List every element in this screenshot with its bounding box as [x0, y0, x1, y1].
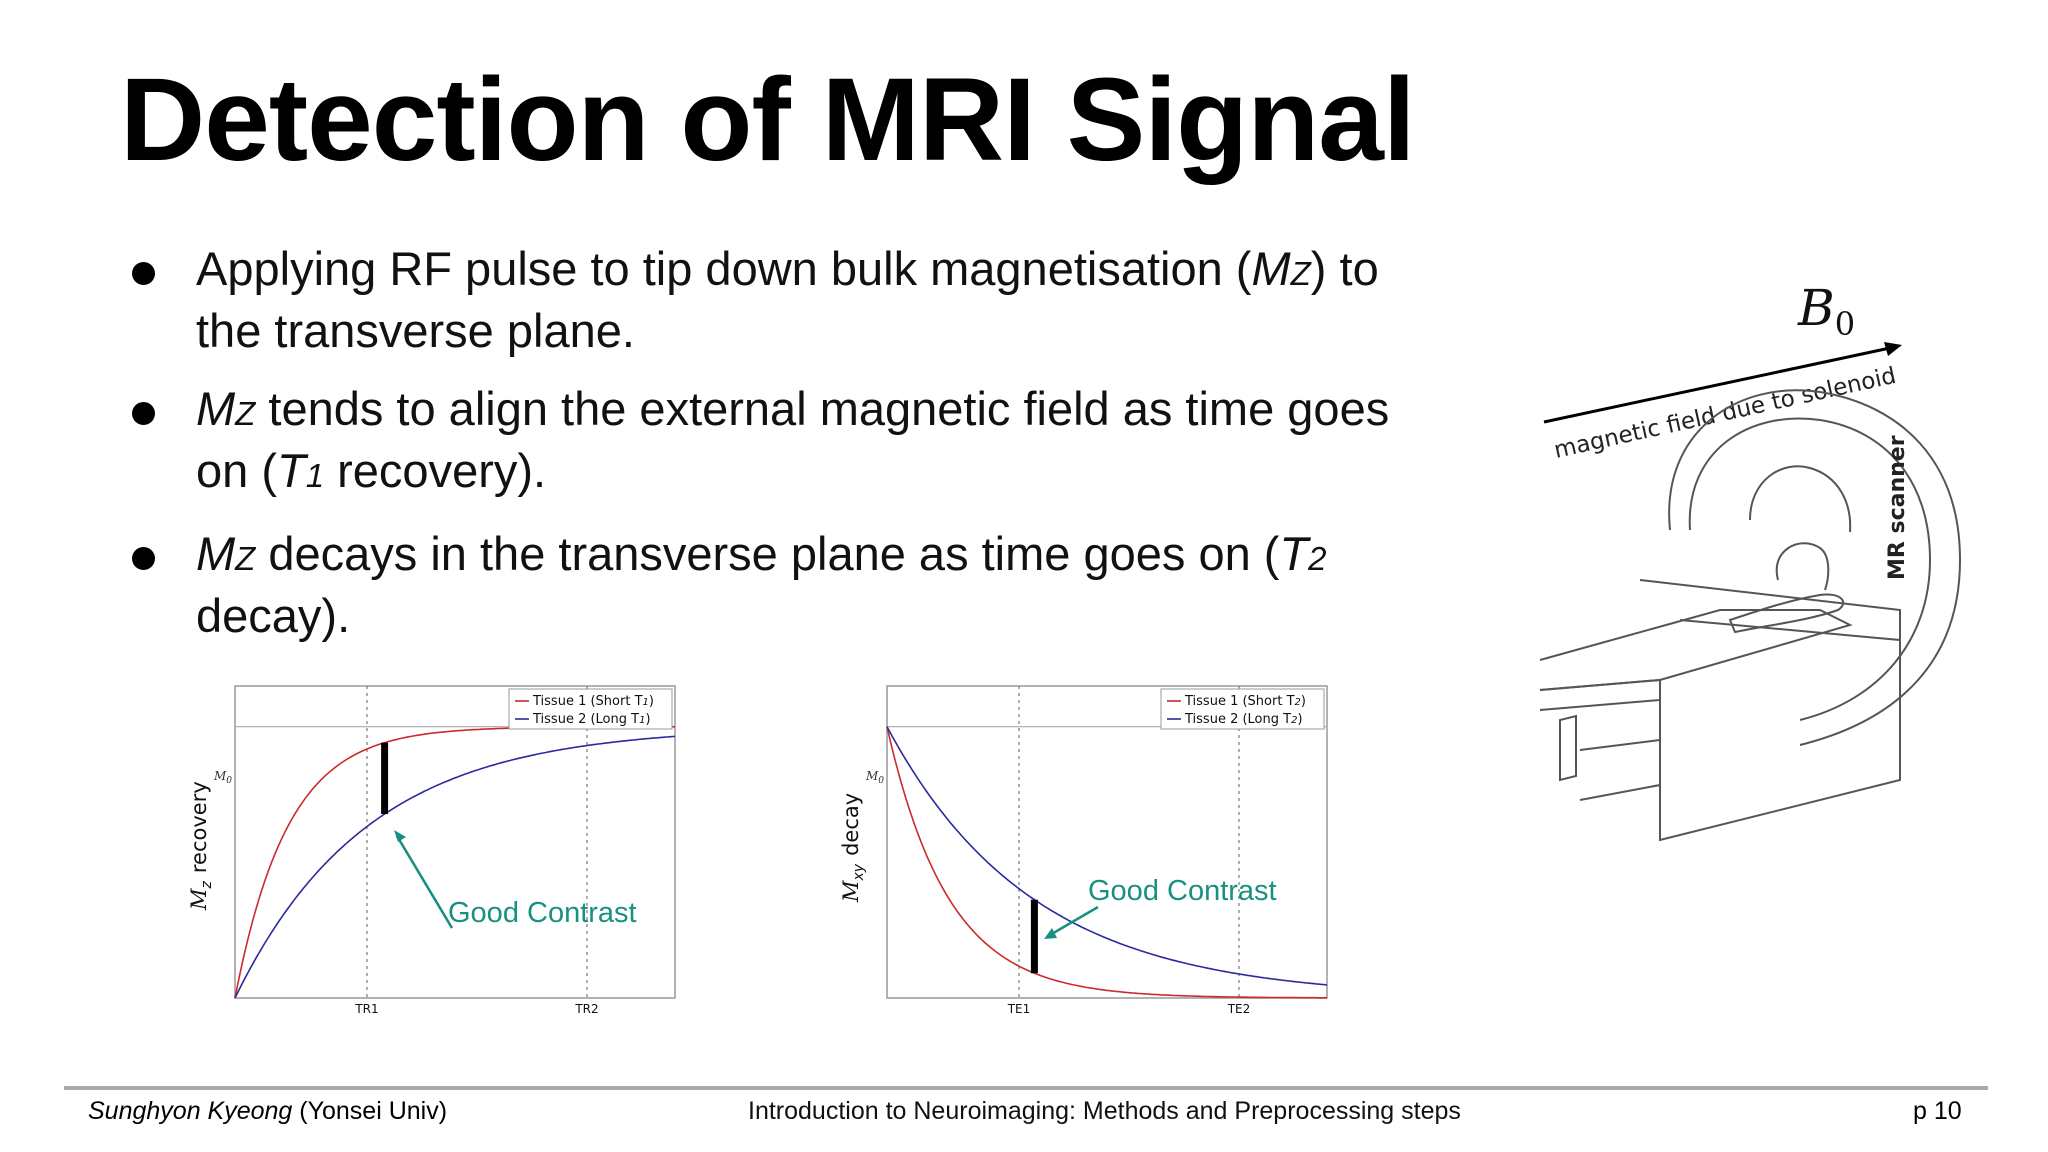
bullet-text: tends to align the external magnetic fie… [196, 382, 1390, 497]
legend: Tissue 1 (Short T2) Tissue 2 (Long T2) [1160, 688, 1325, 730]
table-handle [1559, 714, 1577, 782]
annotation-text: Good Contrast [448, 897, 637, 929]
bullet-item: MZ decays in the transverse plane as tim… [130, 525, 1430, 644]
math-sub: Z [235, 540, 256, 577]
annotation-arrowhead-icon [1044, 928, 1057, 939]
legend: Tissue 1 (Short T1) Tissue 2 (Long T1) [508, 688, 673, 730]
bullet-text: Applying RF pulse to tip down bulk magne… [196, 242, 1252, 295]
bullet-text: ) to the transverse plane. [196, 242, 1379, 357]
b0-label: B0 [1797, 280, 1855, 343]
t1-recovery-chart: Good Contrast Tissue 1 (Short T1) Tissue… [187, 685, 676, 1016]
patient-body [1728, 593, 1845, 634]
x-tick-label: TE2 [1227, 1002, 1251, 1016]
bullet-dot-icon [132, 402, 155, 425]
bullet-dot-icon [132, 547, 155, 570]
author-affiliation: (Yonsei Univ) [292, 1097, 448, 1125]
math-sub: 1 [305, 457, 325, 494]
m0-label: M0 [213, 769, 232, 786]
legend-box [1160, 688, 1325, 730]
m0-label: M0 [865, 769, 884, 786]
table-foot [1579, 739, 1661, 801]
plot-frame [886, 685, 1328, 999]
math-sub: Z [235, 395, 256, 432]
legend-label-tissue-2: Tissue 2 (Long T2) [1184, 712, 1303, 727]
table-leg [1659, 640, 1901, 842]
legend-label-tissue-2: Tissue 2 (Long T1) [532, 712, 651, 727]
footer-author: Sunghyon Kyeong (Yonsei Univ) [88, 1097, 447, 1126]
math-var: T [1279, 527, 1309, 580]
scanner-bore [1749, 465, 1852, 533]
b0-arrow [1543, 346, 1891, 424]
math-var: M [196, 527, 236, 580]
page-number: p 10 [1913, 1097, 1962, 1125]
t2-decay-chart: Good Contrast Tissue 1 (Short T2) Tissue… [839, 685, 1328, 1016]
bullet-list: Applying RF pulse to tip down bulk magne… [130, 240, 1430, 665]
math-var: T [277, 444, 306, 497]
math-var: M [1251, 242, 1291, 295]
math-sub: Z [1290, 255, 1311, 292]
plot-frame [234, 685, 676, 999]
math-sub: 2 [1308, 540, 1327, 577]
scanner-inner-ring [1688, 417, 1932, 721]
scanner-base [1639, 579, 1901, 642]
x-tick-label: TR2 [574, 1002, 598, 1016]
table-side [1539, 678, 1661, 711]
contrast-bar [381, 742, 389, 815]
scanner-drawing [1539, 389, 1962, 842]
mr-scanner-illustration: B0 magnetic field due to solenoid MR sca… [1539, 280, 1962, 842]
scanner-outer-shell [1668, 389, 1962, 746]
series-line-tissue-2 [886, 726, 1328, 986]
annotation-arrowhead-icon [394, 830, 406, 842]
series-line-tissue-2 [234, 735, 676, 999]
bullet-dot-icon [132, 262, 155, 285]
annotation-text: Good Contrast [1088, 875, 1277, 907]
field-label: magnetic field due to solenoid [1552, 363, 1899, 464]
annotation-arrow [1049, 905, 1099, 937]
bullet-item: Applying RF pulse to tip down bulk magne… [130, 240, 1430, 359]
author-name: Sunghyon Kyeong [88, 1097, 293, 1125]
bullet-text: recovery). [324, 444, 547, 497]
annotation-arrow [395, 835, 454, 929]
bullet-text: decay). [196, 589, 351, 642]
footer-course-title: Introduction to Neuroimaging: Methods an… [748, 1097, 1461, 1125]
head-coil [1775, 542, 1830, 591]
x-tick-label: TE1 [1007, 1002, 1031, 1016]
footer-divider [64, 1086, 1988, 1090]
y-axis-label: Mzrecovery [187, 781, 215, 911]
bullet-item: MZ tends to align the external magnetic … [130, 380, 1430, 504]
legend-box [508, 688, 673, 730]
slide-title: Detection of MRI Signal [120, 54, 1416, 186]
x-tick-label: TR1 [354, 1002, 378, 1016]
bullet-text: decays in the transverse plane as time g… [255, 527, 1280, 580]
series-line-tissue-1 [886, 726, 1327, 999]
contrast-bar [1030, 899, 1038, 974]
scanner-label: MR scanner [1885, 435, 1910, 580]
y-axis-label: Mxydecay [839, 793, 867, 903]
legend-label-tissue-1: Tissue 1 (Short T2) [1184, 694, 1306, 709]
math-var: M [196, 382, 236, 435]
legend-label-tissue-1: Tissue 1 (Short T1) [532, 694, 654, 709]
b0-arrowhead-icon [1884, 342, 1902, 356]
